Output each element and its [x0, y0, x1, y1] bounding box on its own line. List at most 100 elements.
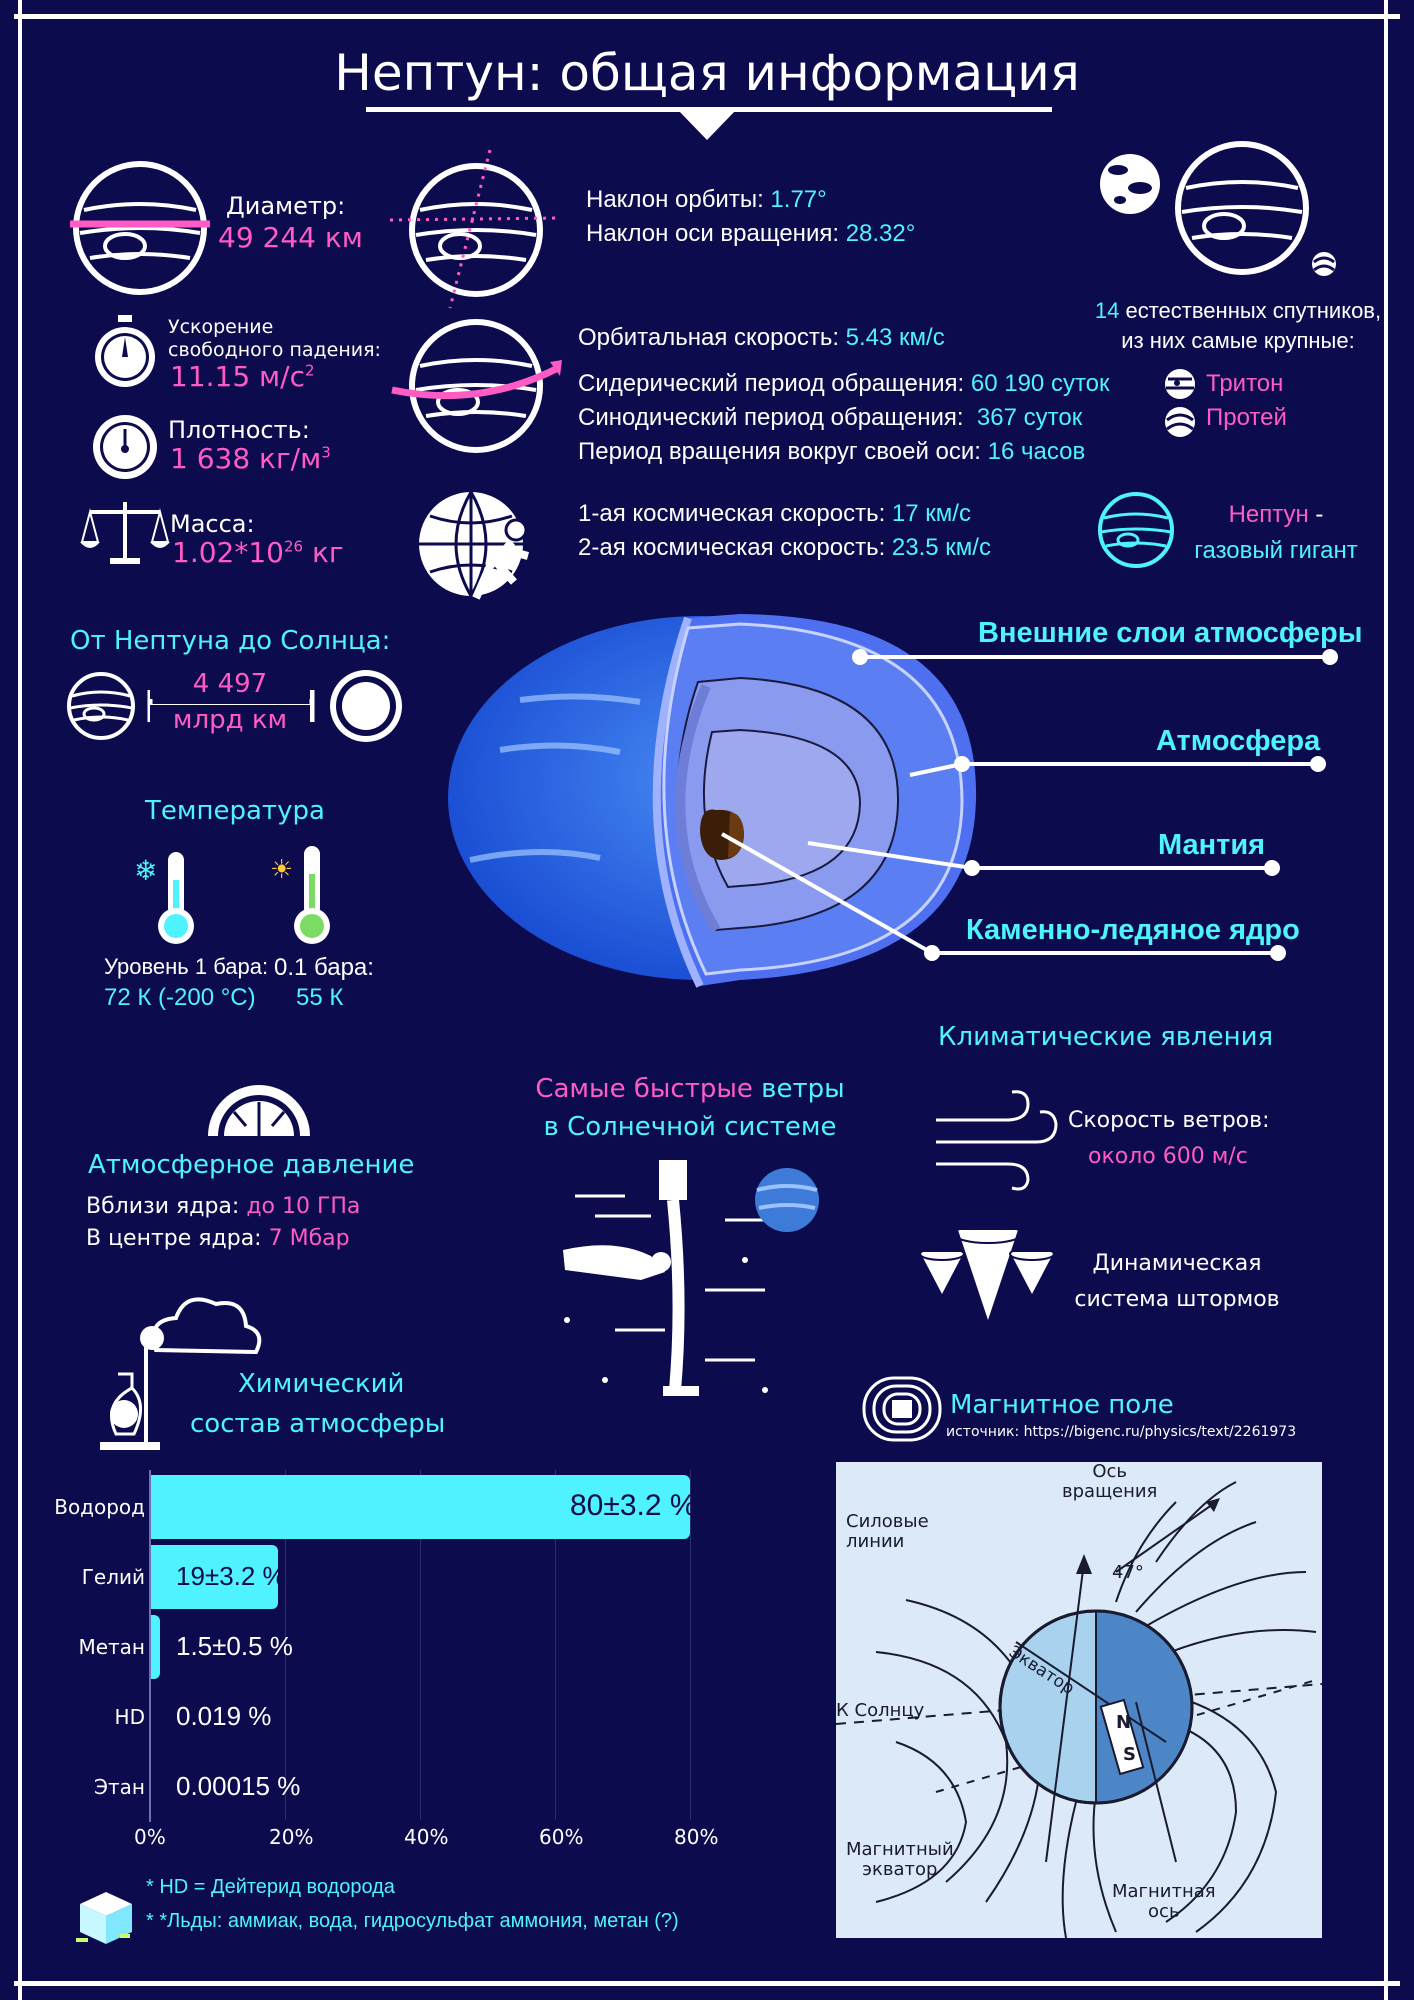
gas-giant-line1: Нептун -	[1176, 497, 1376, 533]
gravity-number: 11.15 м/с	[170, 360, 306, 393]
mass-value: 1.02*1026 кг	[172, 536, 344, 569]
density-label: Плотность:	[168, 416, 310, 444]
stopwatch-icon	[95, 315, 155, 387]
chart-category-label: Водород	[54, 1495, 145, 1519]
pressure-title: Атмосферное давление	[88, 1150, 415, 1180]
temperature-level2-label: 0.1 бара:	[274, 954, 374, 981]
chart-gridline	[420, 1470, 421, 1820]
field-lines-line2: линии	[846, 1531, 905, 1552]
frame-left-line	[18, 0, 22, 2000]
gravity-label: Ускорение свободного падения:	[168, 316, 381, 362]
magnetic-equator-label: Магнитный экватор	[846, 1840, 954, 1880]
winds-title: Самые быстрые ветры в Солнечной системе	[500, 1070, 880, 1146]
footnote-hd: * HD = Дейтерид водорода	[146, 1876, 395, 1898]
chart-gridline	[555, 1470, 556, 1820]
winds-part1: Самые быстрые	[535, 1074, 753, 1104]
gravity-label-line1: Ускорение	[168, 316, 274, 338]
ice-cube-icon	[76, 1892, 132, 1944]
magnetic-title: Магнитное поле	[950, 1390, 1174, 1420]
chart-bar	[150, 1545, 279, 1609]
orbit-inclination-value: 1.77°	[770, 186, 827, 213]
magnetic-field-diagram: Ось вращения 47° Силовые линии Экватор К…	[836, 1462, 1322, 1938]
mass-label: Масса:	[170, 510, 255, 538]
mass-mantissa: 1.02*10	[172, 536, 284, 569]
sun-distance-value1: 4 497	[150, 669, 310, 699]
sun-distance-value2: млрд км	[150, 705, 310, 735]
svg-text:❄: ❄	[134, 854, 157, 887]
orbit-inclination: Наклон орбиты: 1.77°	[586, 186, 827, 214]
magnetic-axis-label: Магнитная ось	[1112, 1882, 1216, 1922]
magnetic-field-drawing	[836, 1481, 1322, 1938]
climate-title: Климатические явления	[938, 1022, 1274, 1052]
moons-planet-icon	[1100, 141, 1336, 276]
globe-runner-icon	[419, 491, 530, 600]
chart-bar	[150, 1615, 161, 1679]
field-lines-line1: Силовые	[846, 1511, 929, 1532]
density-value: 1 638 кг/м3	[170, 442, 331, 475]
axis-rotation-line2: вращения	[1062, 1481, 1158, 1502]
temperature-level2-value: 55 К	[296, 984, 344, 1011]
chart-category-label: Метан	[78, 1635, 145, 1659]
footnote-ices: * *Льды: аммиак, вода, гидросульфат аммо…	[146, 1910, 679, 1932]
magnetic-axis-line2: ось	[1148, 1901, 1180, 1922]
tornado-icon	[919, 1224, 1055, 1320]
chart-category-label: Гелий	[81, 1565, 145, 1589]
pressure-center-value: 7 Мбар	[268, 1226, 350, 1251]
sidereal-period-value: 60 190 суток	[970, 370, 1110, 397]
frame-right-line	[1384, 0, 1388, 2000]
pressure-near-label: Вблизи ядра:	[86, 1194, 247, 1219]
proteus-icon	[1165, 407, 1195, 437]
layer-label-mantle: Мантия	[1158, 829, 1266, 861]
neptune-globe	[448, 614, 977, 988]
sun-distance-title: От Нептуна до Солнца:	[70, 626, 391, 656]
synodic-period: Синодический период обращения: 367 суток	[578, 404, 1082, 432]
chart-bar	[150, 1475, 690, 1539]
pressure-center-label: В центре ядра:	[86, 1226, 269, 1251]
gas-giant-name: Нептун	[1228, 501, 1309, 528]
page-title: Нептун: общая информация	[334, 44, 1080, 102]
windy-lamppost-illustration	[563, 1160, 819, 1396]
moons-text1: естественных спутников,	[1119, 298, 1382, 323]
temperature-level1-value: 72 К (-200 °С)	[104, 984, 256, 1011]
chart-x-tick: 0%	[134, 1825, 166, 1849]
mass-unit: кг	[303, 536, 344, 569]
chart-x-tick: 60%	[539, 1825, 584, 1849]
mass-exponent: 26	[283, 537, 304, 556]
axis-rotation-line1: Ось	[1092, 1462, 1128, 1482]
page-frame	[14, 14, 1400, 1986]
chart-x-tick: 80%	[674, 1825, 719, 1849]
layer-pointers	[721, 649, 1338, 961]
chart-gridline	[285, 1470, 286, 1820]
wind-speed-value: около 600 м/с	[1088, 1144, 1248, 1169]
chart-value-label: 80±3.2 %	[570, 1489, 697, 1522]
moons-info: 14 естественных спутников, из них самые …	[1090, 296, 1386, 356]
gas-giant-icon	[1098, 492, 1174, 568]
storm-system: Динамическая система штормов	[1062, 1246, 1292, 1318]
layer-label-core: Каменно-ледяное ядро	[966, 914, 1300, 946]
chemical-title: Химический состав атмосферы	[190, 1364, 490, 1444]
chart-category-label: HD	[114, 1705, 145, 1729]
synodic-period-value: 367 суток	[976, 404, 1083, 431]
winds-title-line2: в Солнечной системе	[543, 1112, 837, 1142]
chart-value-label: 0.00015 %	[176, 1771, 301, 1801]
cosmic-speed-2: 2-ая космическая скорость: 23.5 км/с	[578, 534, 991, 562]
field-lines-label: Силовые линии	[846, 1512, 929, 1552]
cosmic-speed-2-value: 23.5 км/с	[891, 534, 991, 561]
magnetic-equator-line1: Магнитный	[846, 1839, 954, 1860]
neptune-structure-diagram	[448, 614, 1338, 988]
rotation-period: Период вращения вокруг своей оси: 16 час…	[578, 438, 1085, 466]
cosmic-speed-2-label: 2-ая космическая скорость:	[578, 534, 892, 561]
north-pole-label: N	[1116, 1712, 1132, 1733]
layer-label-outer-atmosphere: Внешние слои атмосферы	[978, 617, 1363, 649]
orbital-speed-icon	[391, 319, 562, 453]
svg-text:☀: ☀	[270, 855, 293, 885]
orbital-speed: Орбитальная скорость: 5.43 км/с	[578, 324, 945, 352]
axis-inclination-value: 28.32°	[845, 220, 916, 247]
chemical-title-line2: состав атмосферы	[190, 1409, 446, 1439]
chart-value-label: 1.5±0.5 %	[176, 1631, 293, 1661]
chart-y-axis	[149, 1470, 151, 1822]
density-number: 1 638 кг/м	[170, 442, 322, 475]
chart-x-tick: 20%	[269, 1825, 314, 1849]
wind-speed-label: Скорость ветров:	[1068, 1108, 1270, 1133]
temperature-level1-label: Уровень 1 бара:	[104, 954, 269, 979]
